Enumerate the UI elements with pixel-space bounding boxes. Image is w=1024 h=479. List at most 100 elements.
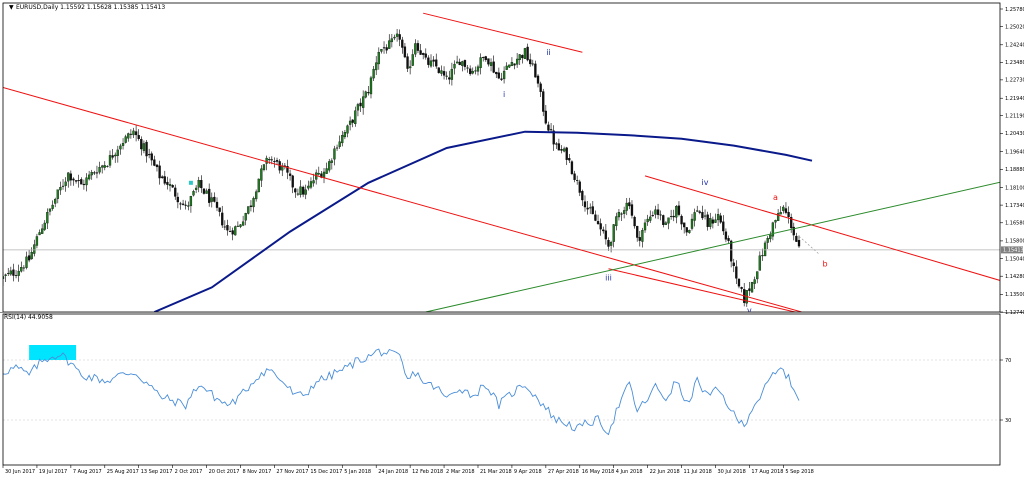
- candle: [208, 183, 211, 207]
- candle: [578, 179, 581, 197]
- candle-body: [683, 222, 686, 228]
- candle-body: [508, 64, 511, 68]
- candle: [753, 276, 756, 289]
- current-price-label: 1.15413: [1003, 248, 1024, 254]
- candle-body: [223, 226, 226, 228]
- candle-body: [312, 180, 315, 184]
- candle: [377, 47, 380, 70]
- candle: [500, 72, 503, 81]
- candle: [539, 81, 542, 98]
- candle-body: [669, 216, 673, 217]
- candle: [683, 222, 686, 234]
- candle: [9, 266, 12, 276]
- candle-body: [565, 147, 568, 160]
- candle: [442, 66, 446, 80]
- candle-body: [643, 222, 647, 231]
- candle-body: [74, 180, 78, 182]
- candle: [437, 67, 440, 74]
- candle: [174, 184, 177, 200]
- symbol-marker-icon[interactable]: ▼: [9, 4, 14, 11]
- candle-body: [205, 190, 208, 194]
- candle-body: [322, 171, 326, 178]
- candle-body: [724, 231, 728, 240]
- candle-body: [641, 230, 644, 242]
- candle-body: [513, 63, 516, 66]
- candle: [343, 130, 347, 140]
- candle: [529, 53, 532, 67]
- candle: [252, 196, 255, 213]
- candle-body: [226, 225, 229, 231]
- candle-body: [262, 164, 266, 170]
- rsi-highlight: [29, 345, 77, 360]
- candle: [607, 237, 610, 251]
- trendline-1: [423, 12, 583, 53]
- candle: [482, 56, 485, 62]
- candle: [505, 62, 508, 70]
- candle: [181, 199, 185, 206]
- candle-body: [784, 208, 788, 213]
- candle: [763, 240, 767, 257]
- candle: [236, 221, 240, 227]
- candle-body: [432, 59, 435, 62]
- candle-body: [161, 176, 164, 179]
- candle-body: [59, 187, 62, 191]
- price-tick-label: 1.13500: [1005, 292, 1024, 298]
- candle: [77, 174, 80, 188]
- price-tick-label: 1.25020: [1005, 24, 1024, 30]
- candle-body: [236, 225, 240, 227]
- candle-body: [260, 168, 263, 181]
- candle: [711, 216, 715, 229]
- candle: [291, 174, 294, 194]
- candle-body: [43, 222, 46, 230]
- candle: [294, 187, 297, 198]
- candle-body: [12, 269, 15, 276]
- candle-body: [719, 215, 722, 223]
- candle: [416, 40, 420, 54]
- candle: [137, 129, 140, 141]
- candle-body: [515, 58, 519, 65]
- date-tick-label: 17 Aug 2018: [751, 469, 783, 475]
- candle: [703, 209, 707, 220]
- candle-body: [654, 209, 657, 215]
- candle-body: [583, 201, 587, 208]
- candle: [359, 98, 362, 113]
- candle-body: [701, 212, 704, 219]
- candle-body: [385, 47, 388, 51]
- candle: [422, 52, 425, 60]
- wave-label-2: iii: [605, 273, 612, 282]
- candle-body: [693, 212, 696, 221]
- candle-body: [576, 180, 579, 181]
- candle: [536, 74, 540, 88]
- candle-body: [448, 77, 451, 80]
- candle: [30, 247, 33, 260]
- candle: [411, 49, 414, 67]
- candle-body: [38, 232, 41, 236]
- candle: [651, 211, 654, 217]
- candle: [625, 197, 628, 216]
- candle: [69, 170, 73, 186]
- candle-body: [343, 132, 347, 138]
- candle: [508, 64, 511, 68]
- candle-body: [134, 131, 138, 136]
- candle-body: [218, 207, 221, 212]
- candle: [622, 206, 626, 219]
- candle: [155, 164, 159, 172]
- candle: [90, 169, 93, 180]
- candle-body: [570, 161, 574, 175]
- wave-label-1: ii: [546, 48, 550, 57]
- candle-body: [578, 181, 581, 193]
- candle-body: [304, 189, 307, 195]
- candle: [226, 219, 229, 236]
- candle: [85, 173, 88, 192]
- candle-body: [711, 219, 715, 224]
- candle: [372, 66, 375, 81]
- rsi-panel-frame: [2, 313, 1001, 466]
- candle-body: [7, 272, 10, 274]
- candle-body: [617, 212, 621, 218]
- candle-body: [795, 235, 798, 242]
- candle: [526, 43, 529, 62]
- candle-body: [200, 180, 203, 189]
- price-tick-label: 1.24240: [1005, 43, 1024, 49]
- candle-body: [69, 173, 73, 181]
- date-tick-label: 16 May 2018: [582, 469, 615, 475]
